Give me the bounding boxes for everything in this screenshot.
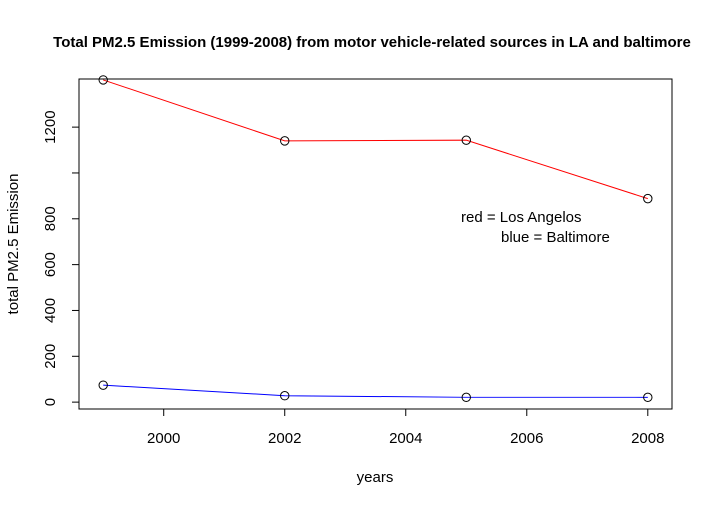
x-tick-label: 2000 <box>147 430 180 447</box>
x-tick-label: 2004 <box>389 430 422 447</box>
y-tick-label: 0 <box>42 398 59 406</box>
y-tick-label: 800 <box>42 206 59 231</box>
data-point-baltimore <box>98 380 108 390</box>
x-axis-label: years <box>357 469 394 486</box>
x-axis: 2000 2002 2004 2006 2008 <box>147 408 664 447</box>
y-axis-label: total PM2.5 Emission <box>5 174 22 315</box>
chart-title: Total PM2.5 Emission (1999-2008) from mo… <box>53 34 691 51</box>
x-tick-label: 2006 <box>510 430 543 447</box>
series-line-baltimore <box>103 384 648 398</box>
series-line-los-angelos <box>103 79 648 200</box>
data-point-los-angelos <box>280 136 290 146</box>
y-tick-label: 600 <box>42 252 59 277</box>
x-tick-label: 2002 <box>268 430 301 447</box>
data-point-baltimore <box>280 391 290 401</box>
series-layer <box>98 75 653 403</box>
legend-entry-baltimore: blue = Baltimore <box>501 229 610 246</box>
data-point-baltimore <box>643 392 653 403</box>
y-tick-label: 400 <box>42 298 59 323</box>
y-tick-label: 200 <box>42 344 59 369</box>
legend-entry-los-angelos: red = Los Angelos <box>461 209 582 226</box>
y-axis: 0 200 400 600 800 1200 <box>42 110 80 406</box>
data-point-los-angelos <box>643 193 653 204</box>
data-point-los-angelos <box>461 135 471 145</box>
y-tick-label: 1200 <box>42 110 59 143</box>
data-point-baltimore <box>461 392 471 403</box>
x-tick-label: 2008 <box>631 430 664 447</box>
data-point-los-angelos <box>98 75 108 85</box>
